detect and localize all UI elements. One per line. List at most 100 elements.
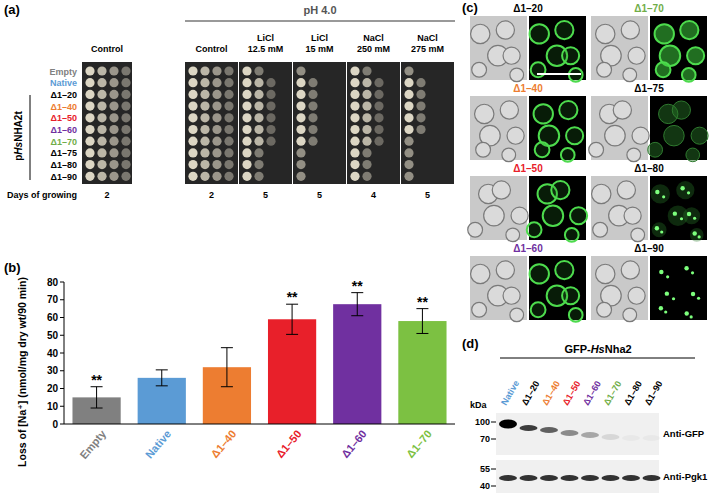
cell — [468, 222, 483, 237]
image-frame — [591, 176, 707, 240]
spot — [224, 90, 233, 99]
band — [499, 420, 517, 429]
gfp-cell — [648, 142, 663, 157]
spot — [109, 102, 118, 111]
spot — [350, 160, 359, 169]
image-frame — [591, 16, 707, 80]
spot — [374, 137, 383, 146]
lane-label: Δ1–50 — [561, 379, 583, 407]
gfp-punctum — [680, 186, 684, 190]
cell — [596, 264, 615, 283]
cell — [475, 104, 494, 123]
spot — [85, 102, 94, 111]
cell — [597, 302, 612, 317]
spot — [212, 113, 221, 122]
cell — [592, 184, 611, 203]
spot — [85, 137, 94, 146]
spot — [212, 160, 221, 169]
spot-row — [85, 172, 130, 181]
plate — [82, 62, 132, 184]
dic-background — [470, 96, 527, 160]
spot — [416, 113, 425, 122]
plate — [347, 62, 400, 184]
error-cap — [156, 369, 168, 370]
dic-image — [591, 256, 648, 322]
error-line — [161, 370, 162, 386]
spot — [254, 148, 263, 157]
y-tick-label: 60 — [47, 312, 59, 323]
error-cap — [286, 334, 298, 335]
spot-row — [296, 66, 305, 75]
gfp-cell — [691, 127, 708, 144]
spot — [266, 137, 275, 146]
gfp-punctum — [685, 311, 689, 315]
band — [561, 430, 579, 436]
y-tick-label: 70 — [47, 294, 59, 305]
spot — [97, 113, 106, 122]
spot — [109, 125, 118, 134]
spot — [224, 137, 233, 146]
spot — [242, 172, 251, 181]
gfp-cell — [561, 148, 575, 162]
spot — [85, 78, 94, 87]
days: 5 — [425, 190, 430, 200]
spot-row — [296, 90, 317, 99]
spot — [200, 160, 209, 169]
spot — [296, 148, 305, 157]
spot — [254, 160, 263, 169]
spot-row — [296, 102, 317, 111]
blot-membrane — [496, 460, 659, 493]
spot — [296, 125, 305, 134]
image-frame — [470, 96, 586, 160]
row-label: Δ1–70 — [51, 137, 78, 147]
band — [561, 475, 579, 481]
spot — [296, 102, 305, 111]
gfp-cell — [690, 228, 704, 242]
gfp-punctum — [687, 212, 691, 216]
spot — [296, 66, 305, 75]
spot — [296, 90, 305, 99]
significance: ** — [287, 289, 298, 305]
spot — [200, 102, 209, 111]
spot — [242, 102, 251, 111]
spot — [97, 172, 106, 181]
band — [520, 475, 538, 481]
gfp-image — [529, 16, 586, 82]
cell — [623, 308, 637, 322]
y-tick-label: 40 — [47, 348, 59, 359]
category-label: Native — [143, 428, 173, 461]
spot — [109, 148, 118, 157]
cell — [632, 127, 649, 144]
gfp-punctum — [660, 230, 663, 233]
spot — [404, 125, 413, 134]
spot — [296, 137, 305, 146]
gfp-punctum — [655, 226, 659, 230]
cell — [471, 24, 490, 43]
panel-label: (a) — [4, 2, 20, 17]
image-frame — [470, 256, 586, 320]
spot — [121, 102, 130, 111]
gfp-punctum — [690, 315, 693, 318]
gfp-cell — [676, 181, 694, 199]
spot-row — [350, 137, 383, 146]
spot — [242, 137, 251, 146]
cell — [503, 287, 520, 304]
dic-image — [470, 256, 527, 322]
cell — [510, 68, 524, 82]
spot-row — [242, 113, 275, 122]
dic-image — [470, 96, 527, 162]
spot — [97, 66, 106, 75]
spot — [362, 78, 371, 87]
spot-row — [242, 125, 275, 134]
bracket — [30, 95, 31, 180]
spot — [121, 137, 130, 146]
spot — [362, 102, 371, 111]
spot-row — [242, 90, 275, 99]
header: pH 4.0 — [303, 4, 336, 16]
cell — [621, 21, 639, 39]
gfp-cell — [569, 308, 583, 322]
spot — [416, 125, 425, 134]
spot-row — [85, 90, 130, 99]
column-label: 12.5 mM — [248, 44, 284, 54]
spot-row — [296, 137, 317, 146]
